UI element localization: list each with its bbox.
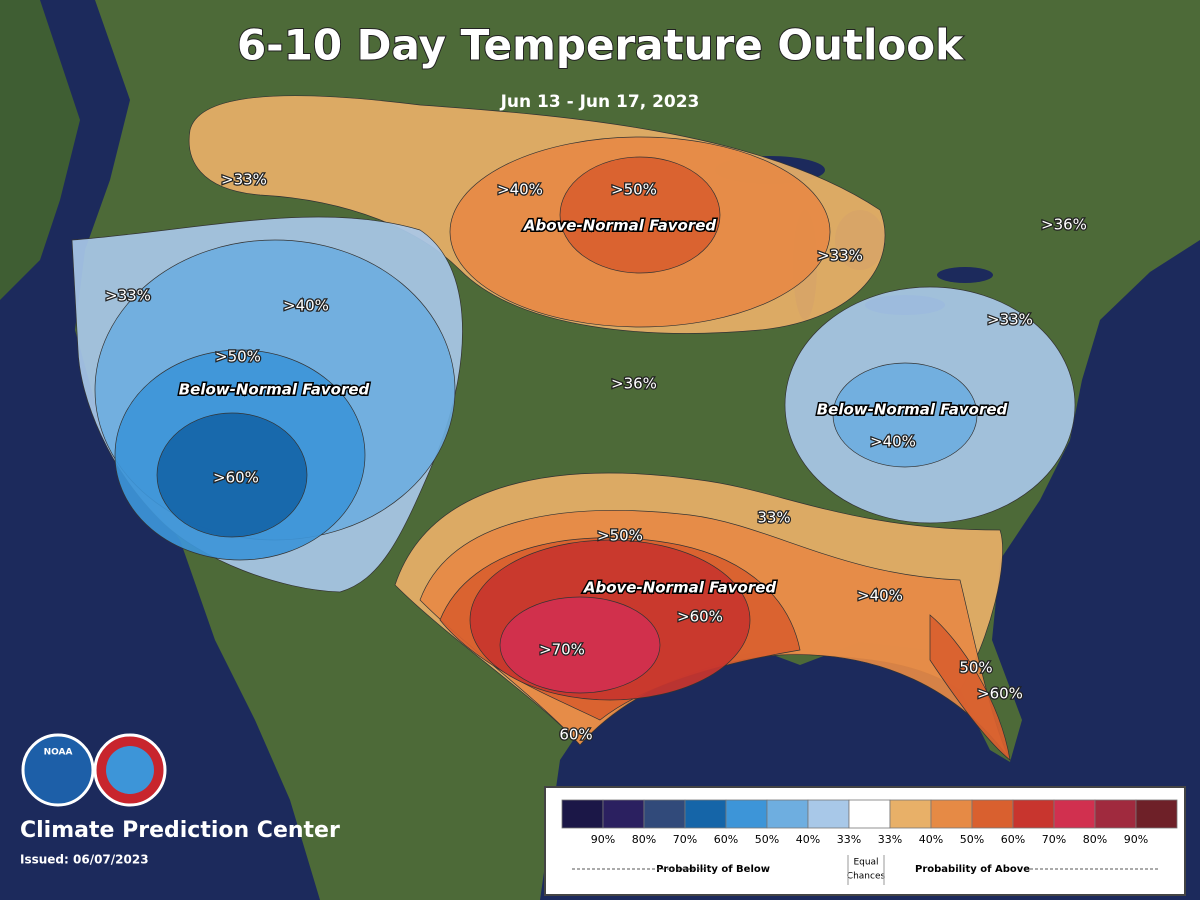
legend-below: Probability of Below [656,864,770,875]
legend-swatch [848,799,891,829]
legend-swatch [766,799,809,829]
contour [559,156,721,274]
probability-label: >40% [870,433,916,451]
legend-swatch [1012,799,1055,829]
probability-label: 50% [959,659,992,677]
region-label: Above-Normal Favored [583,579,777,597]
legend-swatch [1094,799,1137,829]
legend-tick: 80% [1083,833,1107,846]
probability-label: >33% [987,311,1033,329]
legend-tick: 80% [632,833,656,846]
contour [929,614,1011,761]
pacific-ocean [0,0,320,900]
probability-label: >40% [283,297,329,315]
legend-tick: 50% [755,833,779,846]
map-labels: >33% >40% >50% Above-Normal Favored >33% >36%… [104,169,1088,745]
contours [71,95,1076,761]
legend-swatch [561,799,604,829]
legend-tick: 90% [591,833,615,846]
region-label: Above-Normal Favored [523,217,717,235]
legend-tick: 70% [673,833,697,846]
legend-tick: 90% [1124,833,1148,846]
probability-label: >36% [1041,216,1087,234]
contour [156,412,308,538]
region-label: Below-Normal Favored [179,381,370,399]
legend-tick: 40% [796,833,820,846]
legend-equal: Equal [853,858,878,868]
legend-tick: 40% [919,833,943,846]
probability-label: >60% [977,685,1023,703]
legend-tick: 33% [878,833,902,846]
legend-tick: 50% [960,833,984,846]
probability-label: >60% [677,608,723,626]
legend-equal: Chances [847,872,886,882]
atlantic-gulf [540,240,1200,900]
legend-tick: 60% [714,833,738,846]
legend-swatch [602,799,645,829]
probability-label: >50% [597,527,643,545]
issued: Issued: 06/07/2023 [20,853,149,867]
legend-swatch [971,799,1014,829]
legend-swatch [1053,799,1096,829]
legend-swatch [684,799,727,829]
legend-swatch [930,799,973,829]
probability-label: >33% [221,171,267,189]
probability-label: >36% [611,375,657,393]
lake-ontario [937,267,993,283]
legend-swatch [889,799,932,829]
probability-label: 33% [757,509,790,527]
legend-swatch [807,799,850,829]
probability-label: >40% [857,587,903,605]
probability-label: >50% [215,348,261,366]
contour [832,362,978,468]
legend: Probability of Below Equal Chances Proba… [544,786,1186,896]
subtitle: Jun 13 - Jun 17, 2023 [500,92,700,112]
region-label: Below-Normal Favored [817,401,1008,419]
probability-label: >40% [497,181,543,199]
legend-swatch [1135,799,1178,829]
noaa-logo [21,733,95,807]
legend-above: Probability of Above [915,864,1030,875]
coast [0,0,80,300]
noaa-logo-text: NOAA [44,748,73,758]
legend-swatch [643,799,686,829]
probability-label: 60% [559,726,592,744]
legend-tick: 33% [837,833,861,846]
legend-tick: 60% [1001,833,1025,846]
probability-label: >60% [213,469,259,487]
contour [499,596,661,694]
probability-label: >33% [105,287,151,305]
nws-logo-inner [106,746,154,794]
probability-label: >33% [817,247,863,265]
probability-label: >70% [539,641,585,659]
legend-tick: 70% [1042,833,1066,846]
agency: Climate Prediction Center [20,818,340,843]
probability-label: >50% [611,181,657,199]
title: 6-10 Day Temperature Outlook [237,21,964,70]
legend-swatch [725,799,768,829]
